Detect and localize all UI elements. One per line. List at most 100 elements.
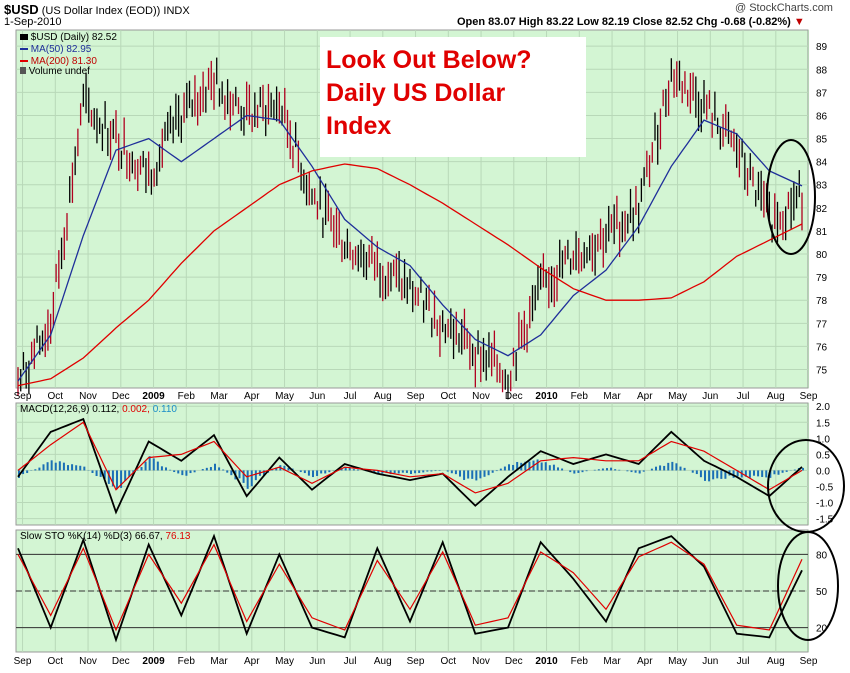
histogram-bar (451, 470, 453, 473)
histogram-bar (169, 470, 171, 471)
x-tick-label: Feb (571, 656, 589, 667)
x-tick-label: 2009 (142, 391, 165, 402)
annotation-line-2: Daily US Dollar (326, 77, 586, 110)
histogram-bar (255, 470, 257, 480)
histogram-bar (610, 468, 612, 471)
x-tick-label: Sep (800, 391, 818, 402)
histogram-bar (157, 462, 159, 471)
histogram-bar (708, 470, 710, 481)
histogram-bar (230, 470, 232, 475)
x-tick-label: Sep (407, 391, 425, 402)
x-tick-label: Jul (344, 656, 357, 667)
histogram-bar (430, 470, 432, 471)
histogram-bar (720, 470, 722, 479)
y-tick-label: 88 (816, 65, 828, 76)
histogram-bar (435, 470, 437, 471)
histogram-bar (786, 470, 788, 471)
y-tick-label: 77 (816, 319, 828, 330)
histogram-bar (116, 470, 118, 489)
histogram-bar (569, 470, 571, 472)
histogram-bar (316, 470, 318, 476)
macd-legend-v3: 0.110 (153, 404, 177, 415)
histogram-bar (59, 461, 61, 470)
histogram-bar (671, 462, 673, 471)
histogram-bar (761, 470, 763, 477)
chart-title: $USD (US Dollar Index (EOD)) INDX (4, 2, 190, 17)
x-tick-label: Jul (737, 391, 750, 402)
x-tick-label: 2010 (535, 656, 558, 667)
histogram-bar (79, 466, 81, 471)
histogram-bar (202, 469, 204, 470)
x-tick-label: Oct (48, 656, 64, 667)
histogram-bar (614, 469, 616, 470)
x-tick-label: Feb (571, 391, 589, 402)
histogram-bar (177, 470, 179, 473)
histogram-bar (418, 470, 420, 473)
x-tick-label: Sep (14, 391, 32, 402)
ma50-legend-swatch (20, 48, 28, 50)
annotation-line-1: Look Out Below? (326, 44, 586, 77)
x-tick-label: Mar (603, 391, 621, 402)
histogram-bar (467, 470, 469, 478)
histogram-bar (320, 470, 322, 473)
histogram-bar (190, 470, 192, 473)
histogram-bar (659, 465, 661, 470)
x-tick-label: Sep (800, 656, 818, 667)
histogram-bar (639, 470, 641, 473)
histogram-bar (778, 470, 780, 474)
histogram-bar (594, 470, 596, 471)
y-tick-label: 50 (816, 587, 828, 598)
histogram-bar (353, 469, 355, 470)
histogram-bar (251, 470, 253, 486)
x-tick-label: Jun (309, 391, 325, 402)
x-tick-label: Jul (737, 656, 750, 667)
y-tick-label: -1.0 (816, 499, 834, 510)
x-tick-label: Feb (178, 391, 196, 402)
histogram-bar (357, 469, 359, 470)
macd-legend-label: MACD(12,26,9) (20, 404, 89, 415)
histogram-bar (504, 467, 506, 471)
histogram-bar (545, 462, 547, 470)
histogram-bar (553, 465, 555, 471)
histogram-bar (802, 468, 804, 471)
y-tick-label: 2.0 (816, 402, 830, 413)
y-tick-label: 87 (816, 88, 828, 99)
y-tick-label: 82 (816, 204, 828, 215)
histogram-bar (675, 463, 677, 470)
histogram-bar (586, 470, 588, 471)
ohlc-values: Open 83.07 High 83.22 Low 82.19 Close 82… (457, 16, 791, 28)
histogram-bar (38, 468, 40, 471)
histogram-bar (549, 465, 551, 470)
y-tick-label: 78 (816, 296, 828, 307)
histogram-bar (63, 463, 65, 471)
histogram-bar (496, 470, 498, 471)
x-tick-label: Aug (767, 656, 785, 667)
histogram-bar (96, 470, 98, 476)
histogram-bar (402, 470, 404, 472)
histogram-bar (210, 467, 212, 470)
x-tick-label: Nov (79, 391, 97, 402)
watermark: @ StockCharts.com (735, 2, 833, 14)
histogram-bar (573, 470, 575, 473)
histogram-bar (239, 470, 241, 478)
x-tick-label: 2010 (535, 391, 558, 402)
histogram-bar (345, 468, 347, 471)
x-tick-label: Oct (48, 391, 64, 402)
histogram-bar (667, 463, 669, 471)
histogram-bar (794, 470, 796, 471)
histogram-bar (406, 470, 408, 473)
x-tick-label: Nov (79, 656, 97, 667)
histogram-bar (75, 465, 77, 470)
y-tick-label: 86 (816, 111, 828, 122)
y-tick-label: 76 (816, 342, 828, 353)
y-tick-label: 80 (816, 250, 828, 261)
annotation-box: Look Out Below? Daily US Dollar Index (320, 37, 586, 157)
x-tick-label: Oct (441, 391, 457, 402)
x-tick-label: May (275, 391, 294, 402)
histogram-bar (651, 469, 653, 471)
y-tick-label: 89 (816, 42, 828, 53)
y-tick-label: 85 (816, 135, 828, 146)
histogram-bar (92, 470, 94, 473)
sto-legend-label: Slow STO %K(14) %D(3) (20, 531, 132, 542)
histogram-bar (765, 470, 767, 477)
